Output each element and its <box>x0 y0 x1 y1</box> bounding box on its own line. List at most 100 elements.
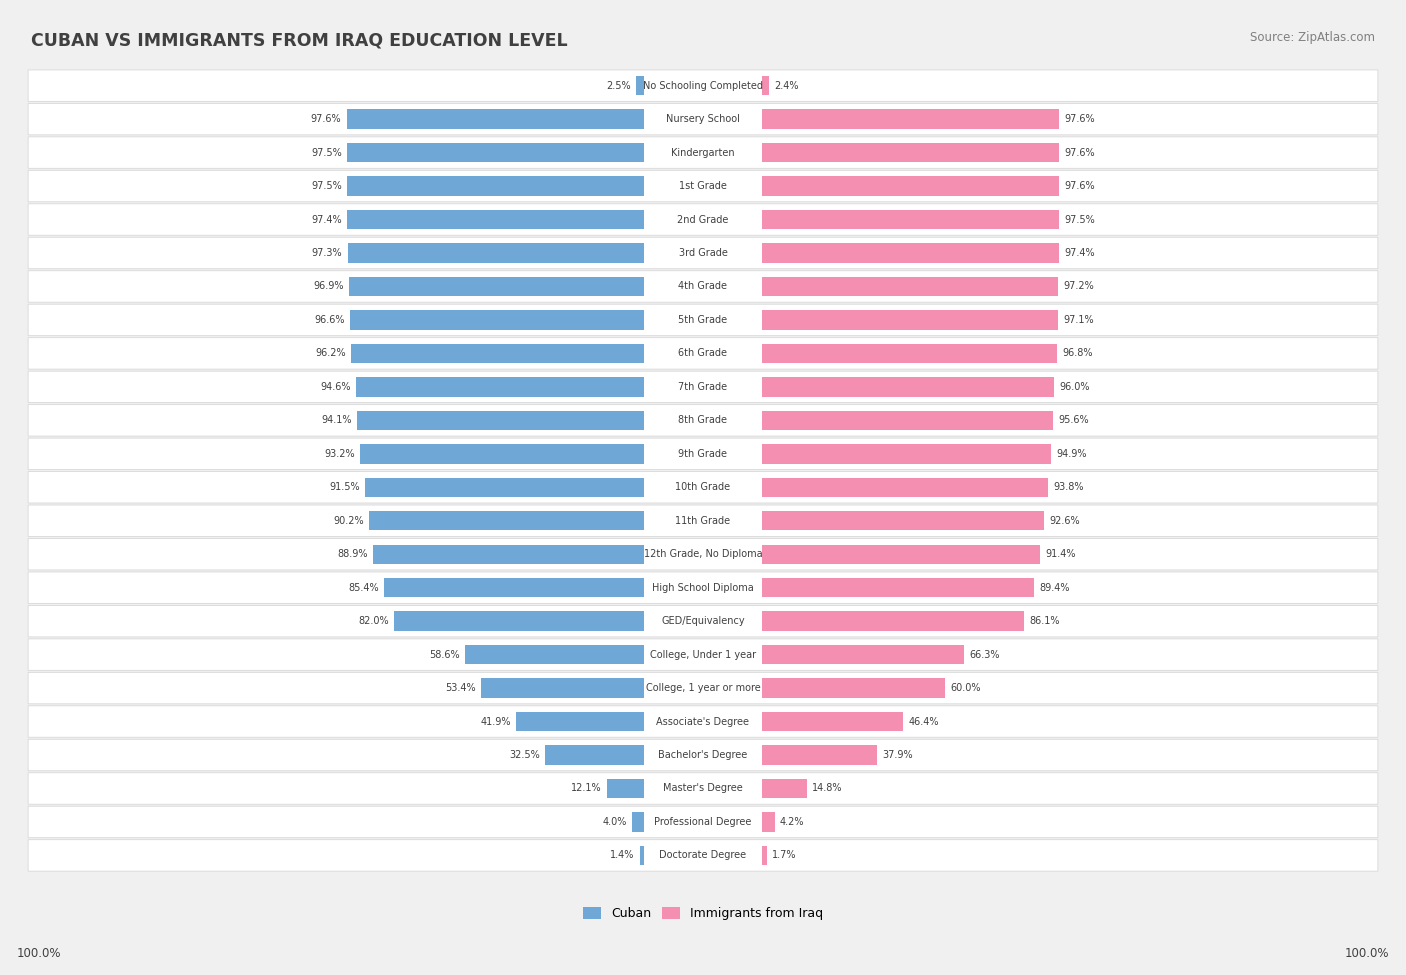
Legend: Cuban, Immigrants from Iraq: Cuban, Immigrants from Iraq <box>578 902 828 925</box>
Bar <box>762 109 1059 129</box>
Bar <box>516 712 644 731</box>
Text: 2.4%: 2.4% <box>775 81 799 91</box>
Text: 94.6%: 94.6% <box>321 382 350 392</box>
Bar <box>762 176 1059 196</box>
FancyBboxPatch shape <box>28 171 1378 202</box>
Text: Professional Degree: Professional Degree <box>654 817 752 827</box>
Text: 37.9%: 37.9% <box>883 750 914 760</box>
Text: Source: ZipAtlas.com: Source: ZipAtlas.com <box>1250 31 1375 44</box>
Bar <box>762 544 1040 564</box>
FancyBboxPatch shape <box>28 572 1378 604</box>
Text: 97.6%: 97.6% <box>1064 181 1095 191</box>
Text: 96.0%: 96.0% <box>1060 382 1090 392</box>
Bar <box>356 377 644 397</box>
Bar <box>762 210 1059 229</box>
Text: Master's Degree: Master's Degree <box>664 784 742 794</box>
Text: Bachelor's Degree: Bachelor's Degree <box>658 750 748 760</box>
Text: 96.9%: 96.9% <box>314 282 343 292</box>
FancyBboxPatch shape <box>28 673 1378 704</box>
Bar <box>762 644 965 664</box>
Text: 95.6%: 95.6% <box>1059 415 1090 425</box>
FancyBboxPatch shape <box>28 237 1378 269</box>
Text: 7th Grade: 7th Grade <box>679 382 727 392</box>
Text: 97.5%: 97.5% <box>1064 214 1095 224</box>
Bar <box>347 244 644 262</box>
Text: 6th Grade: 6th Grade <box>679 348 727 359</box>
Bar <box>350 310 644 330</box>
Text: 94.9%: 94.9% <box>1056 448 1087 459</box>
Text: 1.4%: 1.4% <box>610 850 634 860</box>
Text: 88.9%: 88.9% <box>337 549 368 560</box>
FancyBboxPatch shape <box>28 304 1378 335</box>
Text: 60.0%: 60.0% <box>950 683 980 693</box>
Text: 90.2%: 90.2% <box>333 516 364 526</box>
Text: 96.2%: 96.2% <box>315 348 346 359</box>
Bar <box>762 444 1052 463</box>
Text: 97.6%: 97.6% <box>311 114 342 124</box>
FancyBboxPatch shape <box>28 806 1378 838</box>
Text: 12.1%: 12.1% <box>571 784 602 794</box>
Bar <box>394 611 644 631</box>
Text: Kindergarten: Kindergarten <box>671 147 735 158</box>
Bar <box>607 779 644 799</box>
Text: 9th Grade: 9th Grade <box>679 448 727 459</box>
Bar <box>762 611 1025 631</box>
Text: 1st Grade: 1st Grade <box>679 181 727 191</box>
Text: 3rd Grade: 3rd Grade <box>679 248 727 258</box>
Text: 1.7%: 1.7% <box>772 850 797 860</box>
FancyBboxPatch shape <box>28 538 1378 570</box>
Text: 93.8%: 93.8% <box>1053 483 1084 492</box>
Bar <box>762 679 945 698</box>
Text: 100.0%: 100.0% <box>17 947 62 960</box>
Bar <box>347 176 644 196</box>
Text: 2nd Grade: 2nd Grade <box>678 214 728 224</box>
Text: 91.5%: 91.5% <box>329 483 360 492</box>
Bar <box>762 76 769 96</box>
Text: 2.5%: 2.5% <box>606 81 631 91</box>
Text: 14.8%: 14.8% <box>813 784 842 794</box>
FancyBboxPatch shape <box>28 505 1378 536</box>
Text: 97.6%: 97.6% <box>1064 147 1095 158</box>
Text: 100.0%: 100.0% <box>1344 947 1389 960</box>
FancyBboxPatch shape <box>28 472 1378 503</box>
FancyBboxPatch shape <box>28 706 1378 737</box>
Text: CUBAN VS IMMIGRANTS FROM IRAQ EDUCATION LEVEL: CUBAN VS IMMIGRANTS FROM IRAQ EDUCATION … <box>31 31 568 49</box>
Bar <box>546 745 644 764</box>
Bar <box>352 344 644 363</box>
FancyBboxPatch shape <box>28 639 1378 671</box>
FancyBboxPatch shape <box>28 204 1378 235</box>
FancyBboxPatch shape <box>28 773 1378 804</box>
Text: 92.6%: 92.6% <box>1049 516 1080 526</box>
Bar <box>762 410 1053 430</box>
Text: 41.9%: 41.9% <box>481 717 512 726</box>
Bar <box>357 410 644 430</box>
Text: 96.6%: 96.6% <box>314 315 344 325</box>
Text: 97.4%: 97.4% <box>311 214 342 224</box>
Text: 97.3%: 97.3% <box>312 248 342 258</box>
Bar <box>762 712 903 731</box>
Text: Nursery School: Nursery School <box>666 114 740 124</box>
Text: 94.1%: 94.1% <box>322 415 352 425</box>
Bar <box>347 109 644 129</box>
FancyBboxPatch shape <box>28 405 1378 436</box>
Bar <box>762 244 1059 262</box>
Text: 8th Grade: 8th Grade <box>679 415 727 425</box>
FancyBboxPatch shape <box>28 739 1378 771</box>
Bar <box>762 812 775 832</box>
Bar <box>373 544 644 564</box>
Text: College, 1 year or more: College, 1 year or more <box>645 683 761 693</box>
Text: GED/Equivalency: GED/Equivalency <box>661 616 745 626</box>
Text: 97.5%: 97.5% <box>311 147 342 158</box>
Text: 85.4%: 85.4% <box>347 583 378 593</box>
Text: 66.3%: 66.3% <box>969 649 1000 660</box>
Text: 97.6%: 97.6% <box>1064 114 1095 124</box>
Text: 97.1%: 97.1% <box>1063 315 1094 325</box>
FancyBboxPatch shape <box>28 136 1378 169</box>
Text: 86.1%: 86.1% <box>1029 616 1060 626</box>
Bar <box>637 76 644 96</box>
Bar <box>631 812 644 832</box>
Text: College, Under 1 year: College, Under 1 year <box>650 649 756 660</box>
Bar <box>370 511 644 530</box>
Text: 4th Grade: 4th Grade <box>679 282 727 292</box>
Text: No Schooling Completed: No Schooling Completed <box>643 81 763 91</box>
